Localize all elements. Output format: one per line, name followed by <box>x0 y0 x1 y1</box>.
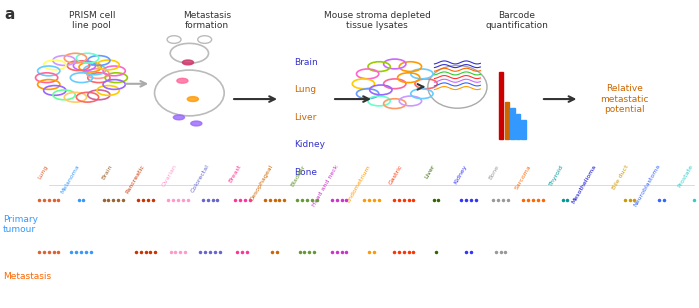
Text: Ovarian: Ovarian <box>161 164 178 188</box>
Circle shape <box>173 115 185 120</box>
Bar <box>510 108 514 139</box>
Text: Pancreatic: Pancreatic <box>125 164 145 195</box>
Text: Sarcoma: Sarcoma <box>514 164 533 190</box>
Text: Metastasis: Metastasis <box>3 272 51 281</box>
Circle shape <box>191 121 202 126</box>
Text: Head and neck: Head and neck <box>311 164 339 207</box>
Text: Kidney: Kidney <box>294 140 325 149</box>
Bar <box>521 120 526 139</box>
Text: Kidney: Kidney <box>453 164 468 185</box>
Text: a: a <box>5 7 15 22</box>
Text: Liver: Liver <box>424 164 436 180</box>
Text: Bone: Bone <box>294 168 317 177</box>
Circle shape <box>187 97 199 102</box>
Text: PRISM cell
line pool: PRISM cell line pool <box>69 10 115 30</box>
Text: Gastric: Gastric <box>388 164 404 186</box>
Text: Prostate: Prostate <box>677 164 694 188</box>
Text: Bile duct: Bile duct <box>612 164 630 190</box>
Text: Primary
tumour: Primary tumour <box>3 214 38 234</box>
Bar <box>505 102 509 139</box>
Text: Thyroid: Thyroid <box>549 164 565 187</box>
Text: Brain: Brain <box>101 164 113 180</box>
Text: Melanoma: Melanoma <box>60 164 81 195</box>
Text: Colorectal: Colorectal <box>190 164 210 194</box>
Text: Lung: Lung <box>37 164 49 180</box>
Text: Oesophageal: Oesophageal <box>250 164 275 202</box>
Text: Mesothelioma: Mesothelioma <box>571 164 598 205</box>
Text: Bone: Bone <box>488 164 500 180</box>
Text: Endometrium: Endometrium <box>346 164 371 203</box>
Text: Mouse stroma depleted
tissue lysates: Mouse stroma depleted tissue lysates <box>324 10 431 30</box>
Text: Liver: Liver <box>294 113 316 122</box>
Text: Metastasis
formation: Metastasis formation <box>182 10 231 30</box>
Bar <box>499 71 503 139</box>
Bar <box>516 114 520 139</box>
Text: Lung: Lung <box>294 85 316 95</box>
Circle shape <box>182 60 194 65</box>
Text: Relative
metastatic
potential: Relative metastatic potential <box>600 84 649 114</box>
Text: Bladder: Bladder <box>290 164 307 187</box>
Text: Brain: Brain <box>294 58 317 67</box>
Text: Breast: Breast <box>228 164 243 184</box>
Text: Barcode
quantification: Barcode quantification <box>485 10 548 30</box>
Circle shape <box>177 78 188 83</box>
Text: Neuroblastoma: Neuroblastoma <box>633 164 662 208</box>
